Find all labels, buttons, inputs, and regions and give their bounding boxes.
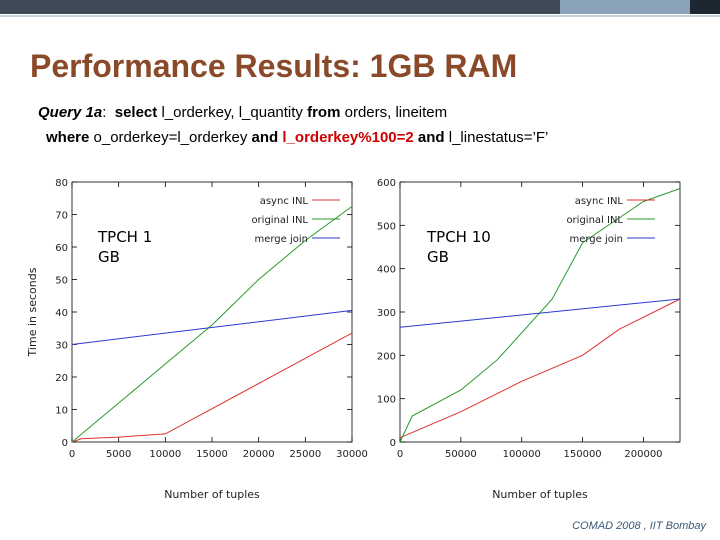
kw-and-2: and: [417, 129, 445, 146]
query-label: Query 1a: [38, 104, 103, 121]
y-tick-label: 10: [55, 406, 68, 417]
legend-label: async INL: [260, 196, 309, 207]
x-tick-label: 5000: [106, 449, 131, 460]
chart-annotation: TPCH 1: [97, 228, 152, 246]
x-tick-label: 150000: [564, 449, 602, 460]
y-tick-label: 70: [55, 211, 68, 222]
y-tick-label: 20: [55, 373, 68, 384]
series-line-original-inl: [71, 205, 353, 443]
series-line-async-inl: [399, 298, 681, 439]
kw-from: from: [307, 104, 341, 121]
series-line-async-inl: [71, 332, 353, 443]
x-axis-label: Number of tuples: [164, 488, 260, 501]
legend-label: async INL: [575, 196, 624, 207]
x-tick-label: 50000: [445, 449, 477, 460]
y-tick-label: 80: [55, 178, 68, 189]
legend-label: merge join: [569, 234, 623, 245]
chart-tpch-10gb: 0 100 200 300 400 500 600 0 50000 100000 150000 200…: [377, 178, 681, 501]
kw-where: where: [46, 129, 90, 146]
legend-label: original INL: [251, 215, 308, 226]
y-tick-label: 100: [377, 395, 396, 406]
query-line-1: Query 1a: select l_orderkey, l_quantity …: [38, 104, 447, 121]
query-colon: :: [102, 104, 115, 121]
x-tick-label: 20000: [243, 449, 275, 460]
query-tables: orders, lineitem: [340, 104, 448, 121]
x-axis-label: Number of tuples: [492, 488, 588, 501]
y-tick-label: 600: [377, 178, 396, 189]
x-tick-label: 25000: [289, 449, 321, 460]
y-tick-label: 60: [55, 243, 68, 254]
series-line-merge-join: [399, 298, 681, 328]
query-cond3: l_linestatus=’F’: [444, 129, 549, 146]
x-tick-label: 0: [397, 449, 403, 460]
query-cond-highlight: l_orderkey%100=2: [282, 129, 414, 146]
slide-top-decoration: [0, 0, 720, 17]
query-line-2: where o_orderkey=l_orderkey and l_orderk…: [46, 129, 548, 146]
legend-label: original INL: [566, 215, 623, 226]
y-tick-label: 40: [55, 308, 68, 319]
x-tick-label: 10000: [149, 449, 181, 460]
series-line-original-inl: [399, 188, 681, 443]
y-tick-label: 50: [55, 276, 68, 287]
x-tick-label: 200000: [624, 449, 662, 460]
kw-select: select: [114, 104, 158, 121]
y-axis-label: Time in seconds: [26, 267, 39, 357]
y-tick-label: 500: [377, 221, 396, 232]
y-tick-label: 300: [377, 308, 396, 319]
chart-annotation: GB: [98, 248, 120, 266]
y-tick-label: 0: [62, 438, 68, 449]
y-tick-label: 400: [377, 265, 396, 276]
x-tick-label: 100000: [503, 449, 541, 460]
chart-annotation: GB: [427, 248, 449, 266]
chart-annotation: TPCH 10: [426, 228, 491, 246]
query-cols: l_orderkey, l_quantity: [157, 104, 308, 121]
y-tick-label: 0: [390, 438, 396, 449]
footer-credit: COMAD 2008 , IIT Bombay: [572, 520, 706, 532]
y-tick-label: 200: [377, 351, 396, 362]
x-tick-label: 30000: [336, 449, 368, 460]
series-line-merge-join: [71, 309, 353, 345]
legend-label: merge join: [254, 234, 308, 245]
chart-tpch-1gb: 0 10 20 30 40 50 60 70 80 0 5000 10000 15000 20000 250…: [26, 178, 368, 501]
x-tick-label: 15000: [196, 449, 228, 460]
query-cond1: o_orderkey=l_orderkey: [89, 129, 252, 146]
x-tick-label: 0: [69, 449, 75, 460]
y-tick-label: 30: [55, 341, 68, 352]
plot-frame: [71, 181, 353, 443]
kw-and-1: and: [251, 129, 279, 146]
slide-title: Performance Results: 1GB RAM: [30, 48, 518, 84]
